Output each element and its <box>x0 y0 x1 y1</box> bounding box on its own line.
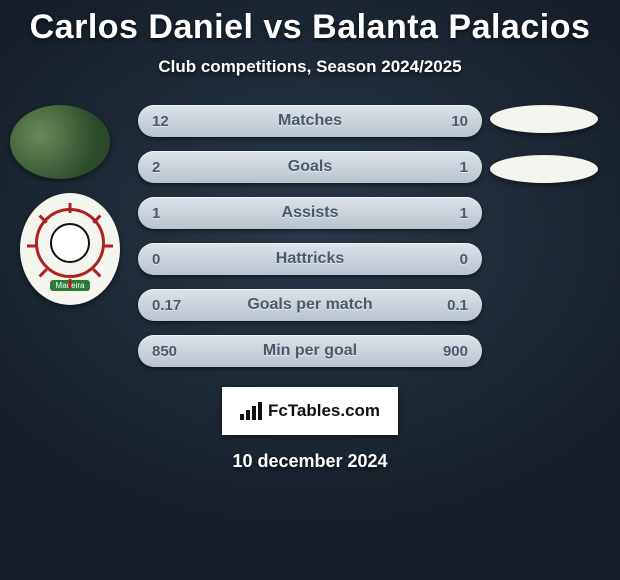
player1-photo <box>10 105 110 179</box>
stat-row: 2 Goals 1 <box>138 151 482 183</box>
stat-label: Goals <box>288 158 332 176</box>
page-title: Carlos Daniel vs Balanta Palacios <box>0 0 620 47</box>
snapshot-date: 10 december 2024 <box>0 451 620 472</box>
stat-right-value: 1 <box>428 205 468 222</box>
badge-ring: ♞ <box>35 208 105 278</box>
stat-right-value: 1 <box>428 159 468 176</box>
stat-label: Min per goal <box>263 342 357 360</box>
season-subtitle: Club competitions, Season 2024/2025 <box>0 57 620 77</box>
stat-rows: 12Matches102Goals11Assists10Hattricks00.… <box>138 105 482 381</box>
stat-left-value: 2 <box>152 159 192 176</box>
stat-row: 1 Assists 1 <box>138 197 482 229</box>
stat-label: Goals per match <box>247 296 372 314</box>
stat-label: Matches <box>278 112 342 130</box>
player1-club-badge: ♞ Madeira <box>20 193 120 305</box>
stat-right-value: 0.1 <box>428 297 468 314</box>
stat-row: 12 Matches 10 <box>138 105 482 137</box>
stat-right-value: 900 <box>428 343 468 360</box>
comparison-panel: ♞ Madeira 12Matches102Goals11Assists10Ha… <box>0 105 620 375</box>
player2-avatar-2 <box>490 155 598 183</box>
stat-row: 0.17 Goals per match 0.1 <box>138 289 482 321</box>
brand-text: FcTables.com <box>268 401 380 421</box>
stat-left-value: 1 <box>152 205 192 222</box>
lion-icon: ♞ <box>50 223 90 263</box>
stat-left-value: 0.17 <box>152 297 192 314</box>
stat-right-value: 0 <box>428 251 468 268</box>
stat-left-value: 12 <box>152 113 192 130</box>
stat-right-value: 10 <box>428 113 468 130</box>
stat-label: Hattricks <box>276 250 344 268</box>
brand-badge[interactable]: FcTables.com <box>222 387 398 435</box>
stat-row: 850 Min per goal 900 <box>138 335 482 367</box>
stat-row: 0 Hattricks 0 <box>138 243 482 275</box>
stat-label: Assists <box>282 204 339 222</box>
bars-icon <box>240 402 262 420</box>
stat-left-value: 0 <box>152 251 192 268</box>
player2-avatar-1 <box>490 105 598 133</box>
stat-left-value: 850 <box>152 343 192 360</box>
